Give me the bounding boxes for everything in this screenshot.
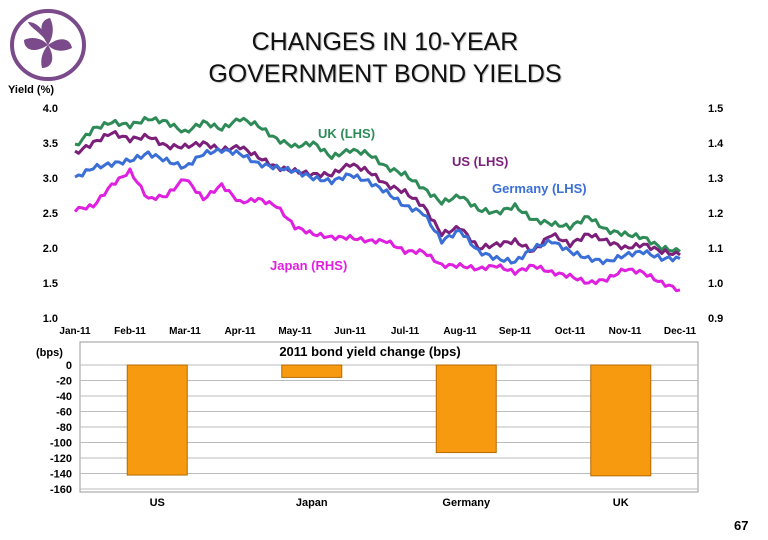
- line-chart: 4.0 3.5 3.0 2.5 2.0 1.5 1.0 1.5 1.4 1.3 1.2 1.1 1.0 0…: [43, 103, 724, 337]
- bar-ylabel: (bps): [36, 347, 63, 359]
- y-tick-label: 0: [66, 360, 72, 372]
- bar: [281, 364, 343, 378]
- slide-title: CHANGES IN 10-YEAR GOVERNMENT BOND YIELD…: [150, 26, 620, 90]
- y-tick-label: -120: [50, 453, 72, 465]
- series-line: [73, 167, 681, 293]
- x-tick-label: Jun-11: [334, 326, 366, 337]
- y-tick-left: 1.0: [43, 313, 58, 325]
- y-tick-label: -80: [56, 422, 72, 434]
- category-label: UK: [613, 497, 629, 509]
- series-label: UK (LHS): [318, 126, 375, 141]
- y-tick-label: -100: [50, 438, 72, 450]
- series-line: [74, 116, 681, 253]
- x-tick-label: Apr-11: [224, 326, 256, 337]
- bar: [435, 364, 497, 454]
- series-line: [74, 130, 681, 257]
- y-tick-left: 1.5: [43, 278, 58, 290]
- bauhinia-icon: [10, 9, 86, 81]
- series-line: [74, 147, 681, 266]
- y-tick-right: 1.5: [708, 103, 723, 115]
- y-tick-right: 1.0: [708, 278, 723, 290]
- series-label: US (LHS): [452, 154, 508, 169]
- y-tick-right: 0.9: [708, 313, 723, 325]
- y-tick-right: 1.1: [708, 243, 723, 255]
- x-tick-label: May-11: [278, 326, 312, 337]
- y-tick-left: 2.5: [43, 208, 58, 220]
- bar: [126, 364, 188, 476]
- y-tick-right: 1.4: [708, 138, 724, 150]
- y-tick-label: -140: [50, 469, 72, 481]
- page-number: 67: [734, 518, 749, 533]
- x-tick-label: Dec-11: [664, 326, 697, 337]
- y-tick-right: 1.3: [708, 173, 723, 185]
- y-tick-label: -20: [56, 376, 72, 388]
- title-line-1: CHANGES IN 10-YEAR: [251, 28, 519, 56]
- y-tick-label: -160: [50, 484, 72, 496]
- bauhinia-logo: [8, 8, 88, 82]
- x-tick-label: Mar-11: [169, 326, 201, 337]
- y-tick-left: 3.5: [43, 138, 58, 150]
- x-tick-label: Aug-11: [443, 326, 477, 337]
- x-tick-label: Oct-11: [555, 326, 586, 337]
- x-tick-label: Nov-11: [609, 326, 642, 337]
- line-chart-ylabel: Yield (%): [8, 84, 55, 96]
- y-tick-right: 1.2: [708, 208, 723, 220]
- bar: [590, 364, 652, 477]
- category-label: Japan: [296, 497, 328, 509]
- y-tick-label: -60: [56, 407, 72, 419]
- y-tick-left: 3.0: [43, 173, 58, 185]
- series-label: Japan (RHS): [270, 258, 347, 273]
- y-tick-left: 4.0: [43, 103, 58, 115]
- x-tick-label: Sep-11: [499, 326, 532, 337]
- bar-chart-title: 2011 bond yield change (bps): [279, 344, 460, 359]
- category-label: Germany: [442, 497, 491, 509]
- y-tick-label: -40: [56, 391, 72, 403]
- category-label: US: [150, 497, 165, 509]
- y-tick-left: 2.0: [43, 243, 58, 255]
- x-tick-label: Jan-11: [59, 326, 91, 337]
- x-tick-label: Feb-11: [114, 326, 146, 337]
- x-tick-label: Jul-11: [391, 326, 420, 337]
- series-label: Germany (LHS): [492, 181, 587, 196]
- title-line-2: GOVERNMENT BOND YIELDS: [208, 60, 562, 88]
